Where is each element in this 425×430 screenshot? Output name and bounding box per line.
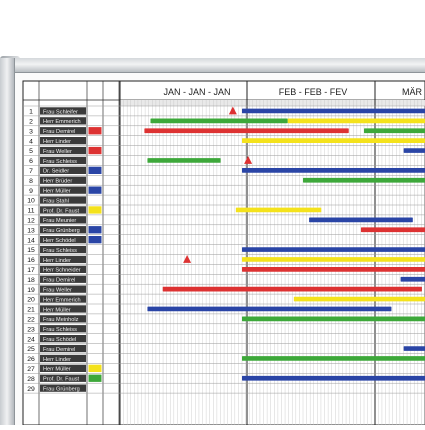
timeline-bar[interactable] xyxy=(309,218,413,223)
name-label: Frau Schleifer xyxy=(43,109,78,115)
timeline-bar[interactable] xyxy=(242,168,425,173)
timeline-bar[interactable] xyxy=(242,317,425,322)
row-number: 6 xyxy=(29,158,33,165)
row-number: 4 xyxy=(29,138,33,145)
status-magnet[interactable] xyxy=(89,236,102,243)
status-magnet[interactable] xyxy=(89,167,102,174)
row-number: 5 xyxy=(29,148,33,155)
status-magnet[interactable] xyxy=(89,127,102,134)
name-label: Prof. Dr. Faust xyxy=(43,377,80,383)
month-label-feb: FEB - FEB - FEV xyxy=(279,87,348,97)
name-label: Frau Schleiss xyxy=(43,327,77,333)
row-number: 29 xyxy=(27,386,35,393)
timeline-bar[interactable] xyxy=(401,277,425,282)
row-number: 15 xyxy=(27,247,35,254)
status-magnet[interactable] xyxy=(89,375,102,382)
row-number: 17 xyxy=(27,267,35,274)
name-label: Herr Müller xyxy=(43,367,71,373)
row-number: 19 xyxy=(27,287,35,294)
month-label-mar: MÄR xyxy=(402,87,423,97)
name-label: Herr Linder xyxy=(43,357,71,363)
name-label: Herr Schneider xyxy=(43,268,81,274)
name-label: Frau Grünberg xyxy=(43,228,80,234)
row-number: 20 xyxy=(27,297,35,304)
row-number: 3 xyxy=(29,128,33,135)
timeline-bar[interactable] xyxy=(147,307,391,312)
timeline-bar[interactable] xyxy=(242,257,425,262)
row-number: 2 xyxy=(29,119,33,126)
timeline-bar[interactable] xyxy=(242,109,425,114)
name-label: Frau Demirel xyxy=(43,278,75,284)
frame-top-rail xyxy=(0,58,425,73)
status-magnet[interactable] xyxy=(89,226,102,233)
timeline-bar[interactable] xyxy=(147,158,220,163)
row-number: 16 xyxy=(27,257,35,264)
timeline-bar[interactable] xyxy=(294,297,425,302)
name-label: Frau Grünberg xyxy=(43,387,80,393)
name-label: Herr Emmerich xyxy=(43,297,81,303)
name-label: Frau Schleiss xyxy=(43,159,77,165)
frame-left-rail xyxy=(0,58,15,425)
name-label: Frau Schödel xyxy=(43,337,76,343)
row-number: 14 xyxy=(27,237,35,244)
row-number: 8 xyxy=(29,178,33,185)
name-label: Herr Brüder xyxy=(43,179,72,185)
row-number: 9 xyxy=(29,188,33,195)
name-label: Dr. Seidler xyxy=(43,169,69,175)
name-label: Frau Demirel xyxy=(43,129,75,135)
timeline-bar[interactable] xyxy=(364,128,425,133)
row-number: 12 xyxy=(27,218,35,225)
timeline-bar[interactable] xyxy=(163,287,422,292)
row-number: 7 xyxy=(29,168,33,175)
month-label-jan: JAN - JAN - JAN xyxy=(163,87,230,97)
timeline-bar[interactable] xyxy=(151,119,288,124)
name-label: Frau Meinholz xyxy=(43,317,79,323)
name-label: Prof. Dr. Faust xyxy=(43,208,80,214)
row-number: 26 xyxy=(27,356,35,363)
status-magnet[interactable] xyxy=(89,206,102,213)
name-label: Frau Demirel xyxy=(43,347,75,353)
row-number: 22 xyxy=(27,317,35,324)
status-magnet[interactable] xyxy=(89,365,102,372)
row-number: 10 xyxy=(27,198,35,205)
timeline-bar[interactable] xyxy=(242,138,425,143)
row-number: 21 xyxy=(27,307,35,314)
name-label: Frau Weller xyxy=(43,149,72,155)
row-number: 25 xyxy=(27,346,35,353)
timeline-bar[interactable] xyxy=(236,208,321,213)
row-number: 13 xyxy=(27,227,35,234)
name-label: Frau Stahl xyxy=(43,198,69,204)
status-magnet[interactable] xyxy=(89,147,102,154)
name-label: Herr Schödel xyxy=(43,238,76,244)
name-label: Frau Meunier xyxy=(43,218,76,224)
timeline-bar[interactable] xyxy=(242,267,425,272)
planner-board: JAN - JAN - JAN FEB - FEB - FEV MÄR 1 Fra… xyxy=(15,73,425,425)
row-number: 24 xyxy=(27,336,35,343)
year-planner: JAN - JAN - JAN FEB - FEB - FEV MÄR 1 Fra… xyxy=(15,73,425,425)
row-number: 27 xyxy=(27,366,35,373)
name-label: Herr Emmerich xyxy=(43,119,81,125)
timeline-bar[interactable] xyxy=(242,356,425,361)
day-strip xyxy=(120,100,425,106)
row-number: 1 xyxy=(29,109,33,116)
row-number: 18 xyxy=(27,277,35,284)
timeline-bar[interactable] xyxy=(361,227,425,232)
name-label: Herr Müller xyxy=(43,189,71,195)
timeline-bar[interactable] xyxy=(404,346,425,351)
name-label: Herr Linder xyxy=(43,258,71,264)
timeline-bar[interactable] xyxy=(288,119,425,124)
row-number: 28 xyxy=(27,376,35,383)
name-label: Herr Linder xyxy=(43,139,71,145)
status-magnet[interactable] xyxy=(89,187,102,194)
timeline-bar[interactable] xyxy=(242,376,425,381)
timeline-bar[interactable] xyxy=(242,247,425,252)
row-number: 11 xyxy=(27,208,34,215)
timeline-bar[interactable] xyxy=(404,148,425,153)
row-number: 23 xyxy=(27,326,35,333)
name-label: Frau Weller xyxy=(43,288,72,294)
timeline-bar[interactable] xyxy=(303,178,425,183)
name-label: Herr Müller xyxy=(43,307,71,313)
name-label: Frau Schleiss xyxy=(43,248,77,254)
timeline-bar[interactable] xyxy=(144,128,348,133)
